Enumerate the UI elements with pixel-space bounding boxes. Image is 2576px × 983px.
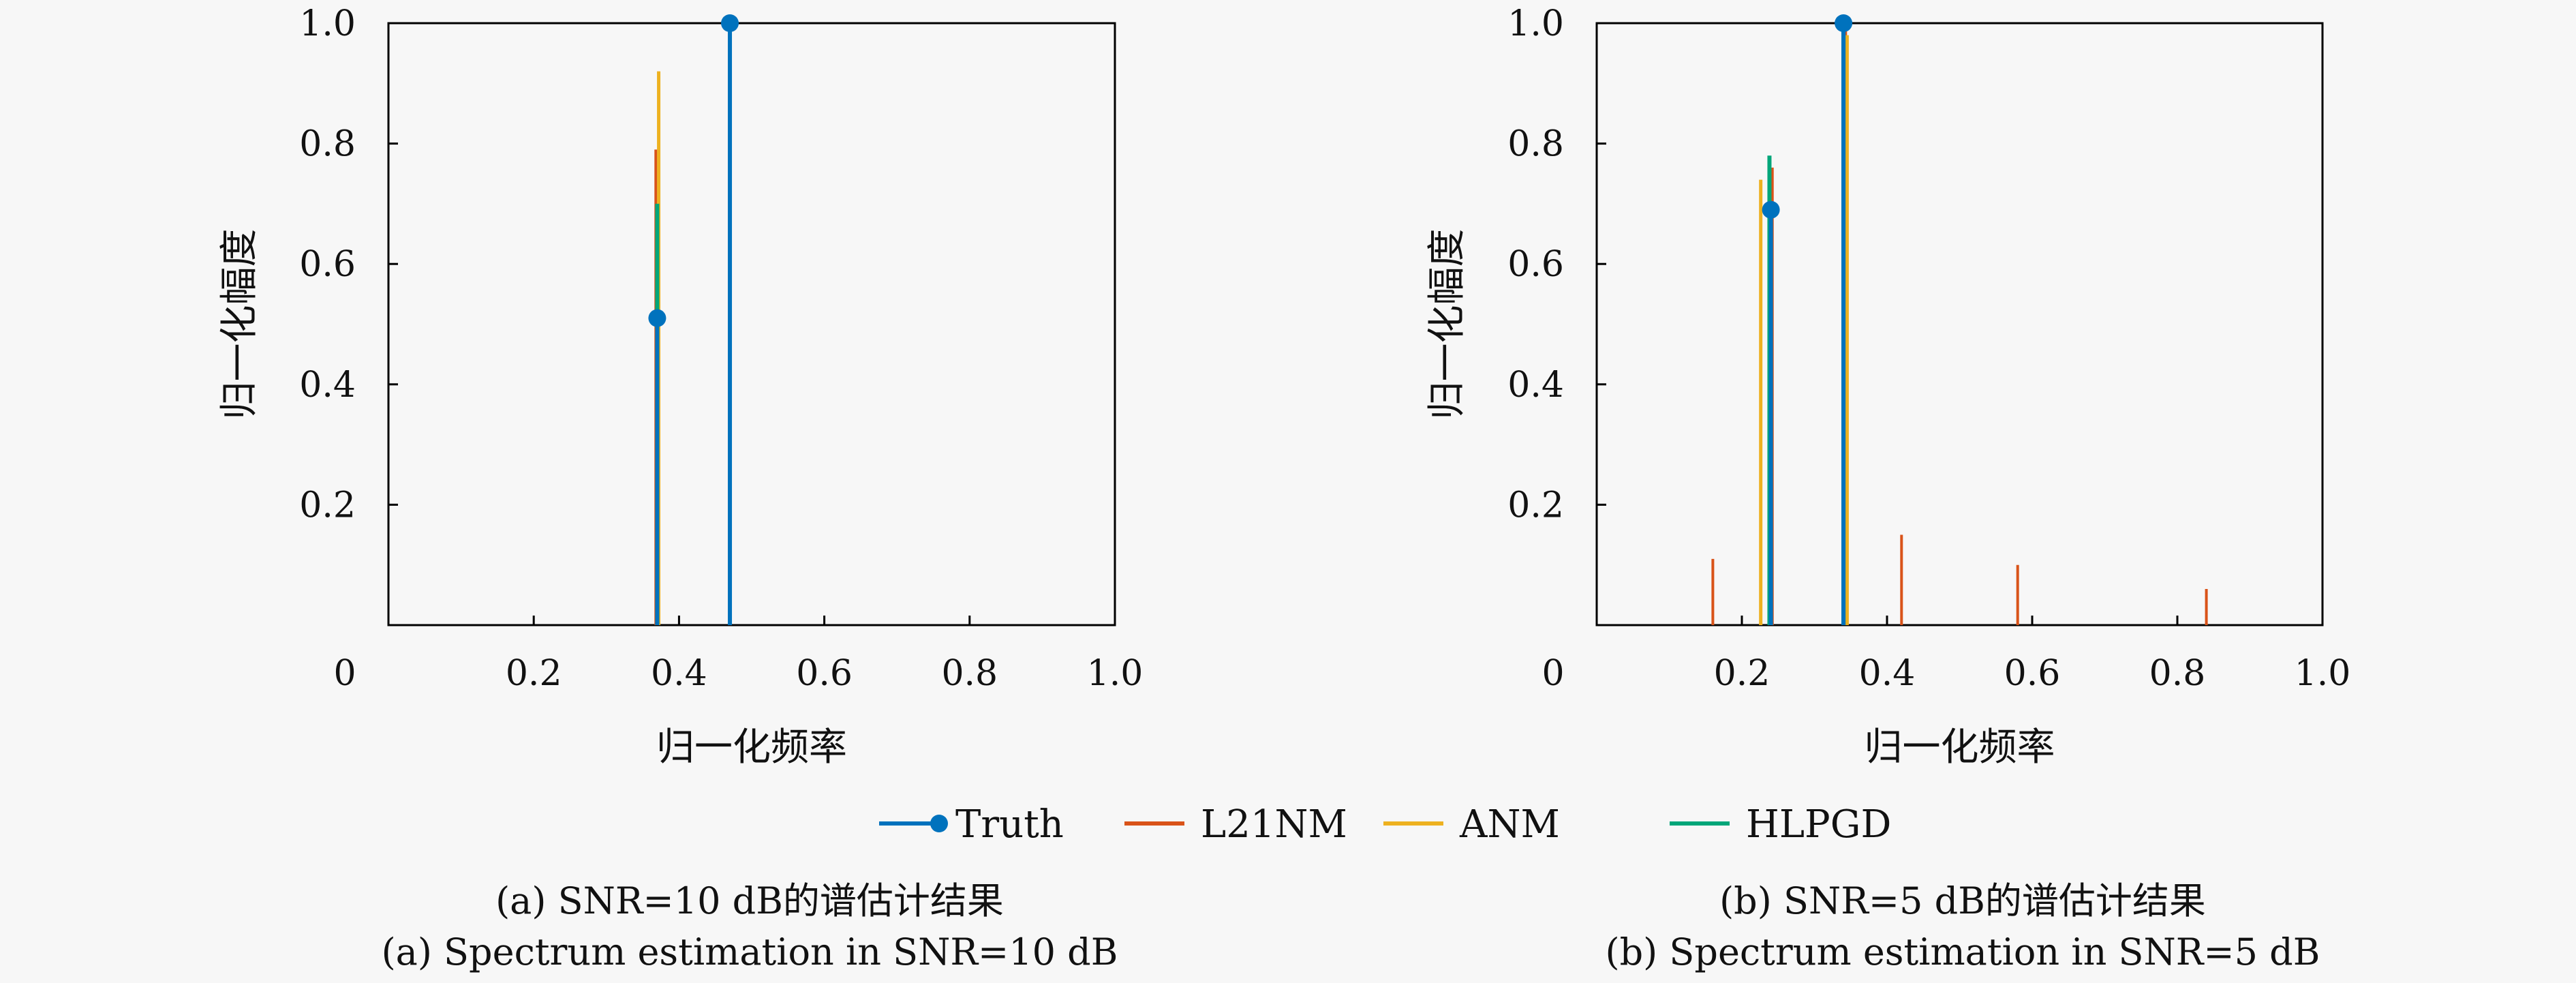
legend-label-anm: ANM — [1459, 802, 1560, 847]
y-tick-label: 0.4 — [1507, 365, 1564, 406]
x-tick-label: 0.4 — [1859, 653, 1916, 694]
x-tick-label: 1.0 — [1087, 653, 1144, 694]
y-tick-label: 0.6 — [299, 244, 356, 285]
caption-a-cn: (a) SNR=10 dB的谱估计结果 — [495, 879, 1004, 922]
x-tick-label: 0.6 — [796, 653, 853, 694]
y-axis-label: 归一化幅度 — [217, 229, 262, 420]
plot-frame-b — [1595, 22, 2324, 626]
stem-marker-truth — [1762, 200, 1780, 219]
x-tick-label: 0 — [1542, 653, 1564, 694]
y-tick-label: 0.4 — [299, 365, 356, 406]
y-tick-label: 0.2 — [1507, 485, 1564, 526]
caption-b-en: (b) Spectrum estimation in SNR=5 dB — [1606, 931, 2320, 973]
caption-b-cn: (b) SNR=5 dB的谱估计结果 — [1719, 879, 2206, 922]
x-tick-label: 0.4 — [651, 653, 707, 694]
stem-marker-truth — [721, 14, 739, 32]
y-axis-label: 归一化幅度 — [1425, 229, 1469, 420]
x-tick-label: 0.2 — [1714, 653, 1770, 694]
stem-marker-truth — [1835, 14, 1853, 32]
y-tick-label: 0.2 — [299, 485, 356, 526]
x-tick-label: 0.8 — [2149, 653, 2206, 694]
x-tick-label: 0.8 — [941, 653, 998, 694]
y-tick-label: 1.0 — [299, 3, 356, 44]
x-tick-label: 1.0 — [2295, 653, 2351, 694]
x-tick-label: 0.6 — [2004, 653, 2061, 694]
x-axis-label: 归一化频率 — [1865, 725, 2055, 770]
legend-label-hlpgd: HLPGD — [1746, 802, 1891, 847]
legend-label-truth: Truth — [955, 802, 1064, 847]
stem-marker-truth — [648, 309, 666, 327]
legend-label-l21nm: L21NM — [1201, 802, 1347, 847]
legend-marker-truth — [930, 815, 948, 832]
y-tick-label: 0.8 — [299, 124, 356, 165]
x-tick-label: 0.2 — [506, 653, 562, 694]
plot-frame-a — [387, 22, 1116, 626]
y-tick-label: 0.8 — [1507, 124, 1564, 165]
caption-a-en: (a) Spectrum estimation in SNR=10 dB — [382, 931, 1118, 973]
x-tick-label: 0 — [333, 653, 356, 694]
plot-b: 0 0.2 0.4 0.6 0.8 1.0 0.2 0.4 0.6 0.8 1.0 归一化频率 归一化幅… — [1425, 3, 2350, 770]
x-axis-label: 归一化频率 — [656, 725, 847, 770]
y-tick-label: 0.6 — [1507, 244, 1564, 285]
y-tick-label: 1.0 — [1507, 3, 1564, 44]
legend: Truth L21NM ANM HLPGD — [879, 802, 1891, 847]
plot-a: 0 0.2 0.4 0.6 0.8 1.0 0.2 0.4 0.6 0.8 1.0 归一化频率 归一化幅… — [217, 3, 1143, 770]
